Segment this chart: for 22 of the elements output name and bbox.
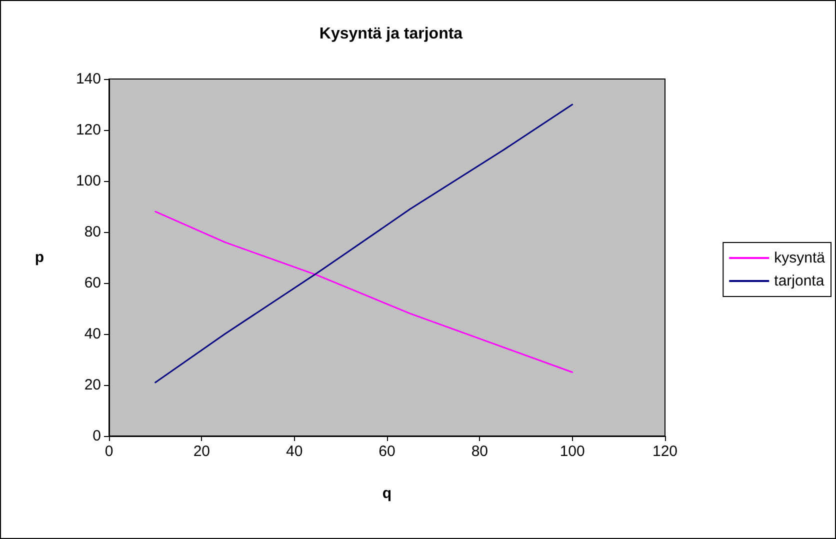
y-tick-label: 120: [76, 122, 101, 138]
x-tick-label: 40: [286, 443, 303, 460]
x-axis-title: q: [382, 485, 392, 502]
x-tick-label: 20: [193, 443, 210, 460]
y-tick-label: 100: [76, 172, 101, 190]
y-tick-label: 0: [92, 428, 101, 444]
line-series: [154, 210, 574, 373]
y-tick-label: 140: [76, 70, 101, 88]
x-tick-label: 120: [652, 443, 678, 460]
line-series: [154, 104, 574, 384]
x-tick-label: 60: [378, 443, 396, 460]
y-axis-title: p: [34, 249, 44, 266]
x-tick-label: 0: [104, 443, 114, 460]
x-tick-label: 80: [471, 443, 488, 460]
y-tick-label: 60: [84, 274, 101, 292]
y-tick-label: 20: [84, 376, 101, 394]
y-tick-label: 80: [84, 224, 101, 240]
legend-label: kysyntä: [774, 250, 826, 266]
y-tick-label: 40: [84, 326, 101, 342]
chart-title: Kysyntä ja tarjonta: [319, 26, 463, 42]
legend-label: tarjonta: [774, 272, 825, 290]
x-tick-label: 100: [560, 443, 585, 460]
